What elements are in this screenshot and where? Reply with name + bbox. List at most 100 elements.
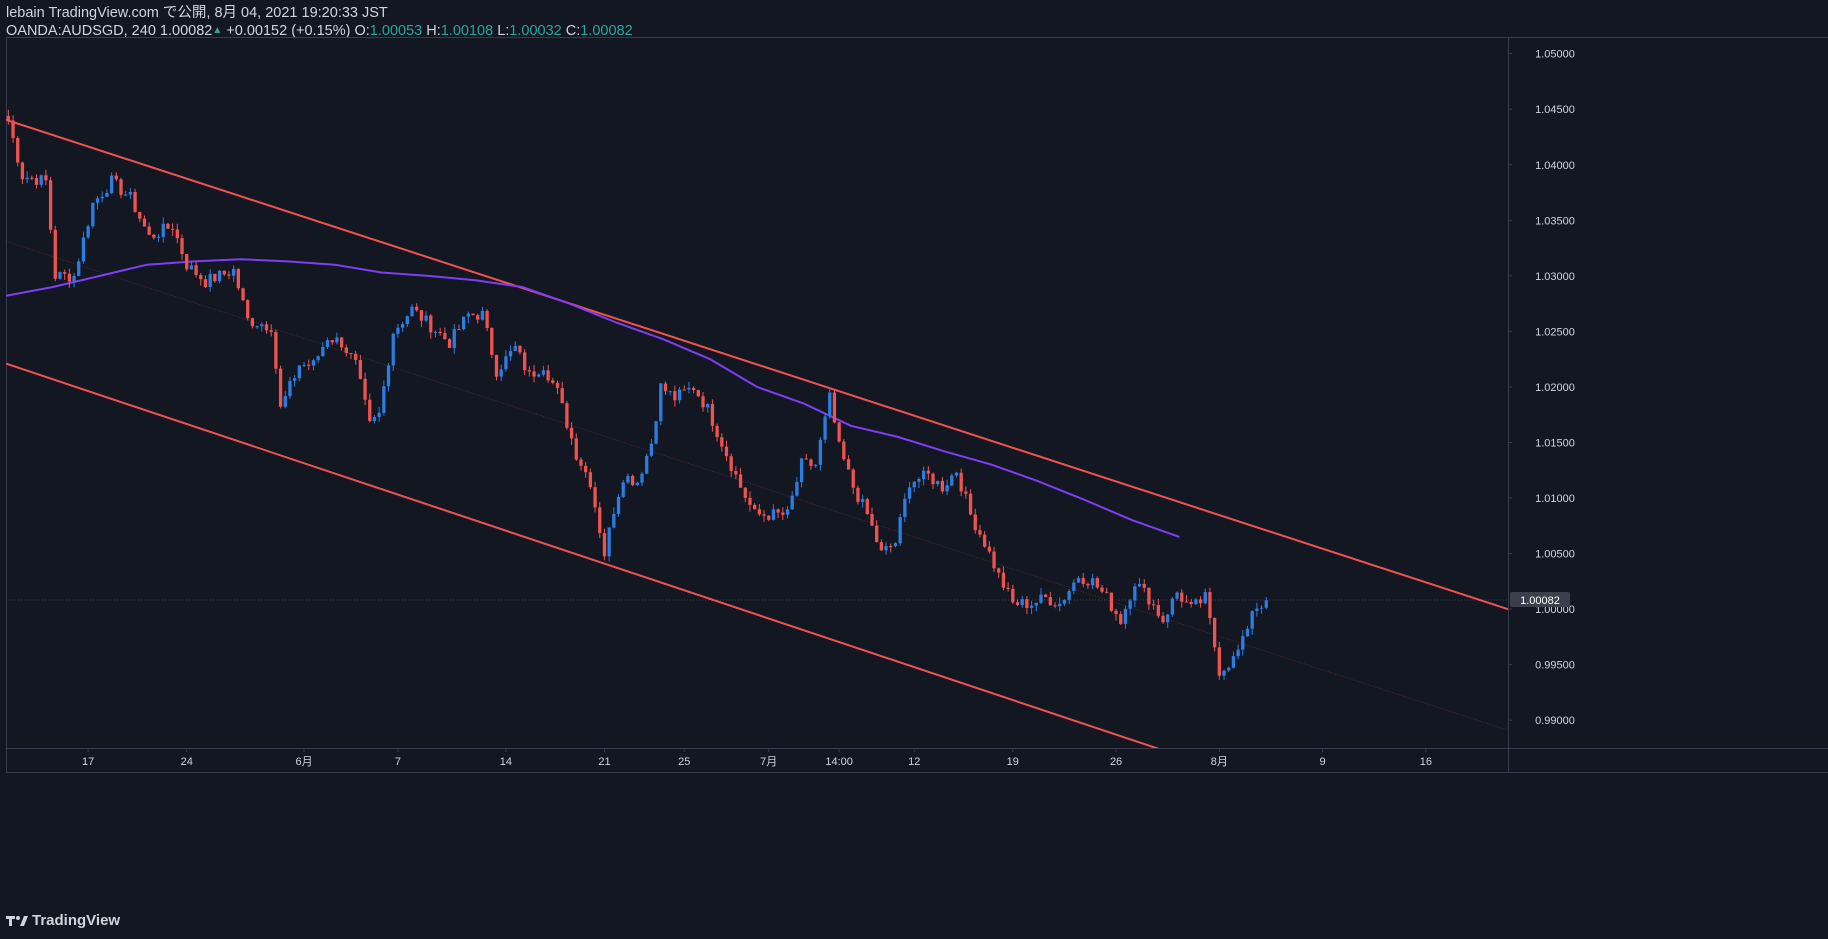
candle[interactable] (579, 457, 583, 471)
candle[interactable] (921, 466, 926, 486)
candle[interactable] (307, 359, 311, 371)
candle[interactable] (95, 195, 100, 210)
candle[interactable] (790, 491, 794, 510)
candle[interactable] (227, 271, 231, 280)
candle[interactable] (175, 223, 179, 244)
candle[interactable] (973, 508, 977, 534)
candle[interactable] (260, 322, 264, 332)
candle[interactable] (987, 541, 991, 554)
candle[interactable] (86, 224, 90, 240)
candle[interactable] (246, 299, 250, 321)
candle[interactable] (264, 321, 269, 334)
candle[interactable] (1100, 585, 1104, 594)
candle[interactable] (945, 479, 949, 496)
candle[interactable] (377, 406, 381, 422)
candle[interactable] (382, 380, 386, 416)
candle[interactable] (837, 421, 841, 443)
candle[interactable] (44, 169, 48, 186)
candle[interactable] (673, 385, 677, 407)
candle[interactable] (748, 491, 752, 512)
candle[interactable] (1020, 595, 1024, 608)
candle[interactable] (1259, 605, 1264, 614)
candle[interactable] (710, 399, 715, 432)
candle[interactable] (194, 261, 198, 278)
candle[interactable] (1180, 589, 1184, 608)
candle[interactable] (912, 481, 916, 493)
candle[interactable] (311, 358, 316, 371)
candle[interactable] (602, 528, 607, 561)
candle[interactable] (222, 270, 226, 277)
candle[interactable] (1208, 587, 1212, 625)
candle[interactable] (185, 253, 189, 272)
candle[interactable] (1006, 582, 1010, 592)
candle[interactable] (133, 188, 137, 213)
candle[interactable] (729, 453, 733, 477)
candle[interactable] (466, 311, 470, 324)
candle[interactable] (1170, 597, 1175, 617)
candle[interactable] (607, 527, 611, 562)
candle[interactable] (1236, 644, 1240, 660)
candle[interactable] (508, 345, 513, 361)
candle[interactable] (447, 338, 452, 349)
candle[interactable] (1114, 608, 1118, 621)
candle[interactable] (6, 109, 10, 125)
candle[interactable] (321, 341, 325, 357)
candle[interactable] (293, 375, 297, 387)
candle[interactable] (851, 468, 855, 495)
candle[interactable] (485, 309, 489, 332)
candle[interactable] (677, 386, 682, 404)
candle[interactable] (199, 273, 203, 286)
candle[interactable] (696, 389, 700, 398)
candle[interactable] (278, 365, 283, 409)
candle[interactable] (663, 381, 668, 395)
candle[interactable] (1133, 583, 1137, 608)
candle[interactable] (978, 524, 982, 538)
candle[interactable] (546, 364, 550, 383)
candle[interactable] (809, 458, 813, 470)
candle[interactable] (424, 311, 428, 323)
candle[interactable] (438, 327, 442, 336)
candles[interactable] (6, 109, 1268, 680)
candle[interactable] (147, 222, 151, 236)
candle[interactable] (494, 354, 499, 381)
candle[interactable] (457, 324, 461, 331)
candle[interactable] (81, 231, 86, 264)
candle[interactable] (11, 115, 15, 143)
candle[interactable] (588, 468, 593, 490)
candle[interactable] (189, 261, 194, 270)
candle[interactable] (997, 567, 1001, 578)
candle[interactable] (335, 332, 339, 345)
candle[interactable] (635, 481, 639, 487)
candle[interactable] (358, 354, 363, 380)
candle[interactable] (814, 463, 818, 468)
candle[interactable] (1142, 579, 1146, 593)
candle[interactable] (569, 422, 574, 445)
candle[interactable] (1109, 592, 1114, 613)
candle[interactable] (799, 457, 804, 488)
candle[interactable] (39, 174, 43, 188)
candle[interactable] (654, 420, 658, 445)
candle[interactable] (16, 136, 20, 167)
candle[interactable] (1245, 625, 1250, 637)
candle[interactable] (1255, 602, 1259, 617)
candle[interactable] (1072, 578, 1076, 595)
candle[interactable] (541, 365, 546, 377)
candle[interactable] (954, 471, 959, 478)
candle[interactable] (1198, 596, 1203, 608)
candle[interactable] (720, 433, 724, 452)
candle[interactable] (471, 313, 475, 316)
candle[interactable] (499, 364, 503, 382)
candle[interactable] (391, 332, 395, 371)
candle[interactable] (119, 177, 123, 199)
candle[interactable] (30, 175, 34, 181)
candle[interactable] (128, 188, 133, 200)
candle[interactable] (682, 385, 686, 391)
candle[interactable] (687, 381, 691, 394)
candle[interactable] (1081, 572, 1085, 588)
candle[interactable] (917, 477, 921, 488)
candle[interactable] (1062, 599, 1067, 606)
candle[interactable] (523, 349, 527, 376)
candle[interactable] (584, 462, 588, 478)
candle[interactable] (856, 485, 860, 505)
candle[interactable] (504, 350, 508, 372)
